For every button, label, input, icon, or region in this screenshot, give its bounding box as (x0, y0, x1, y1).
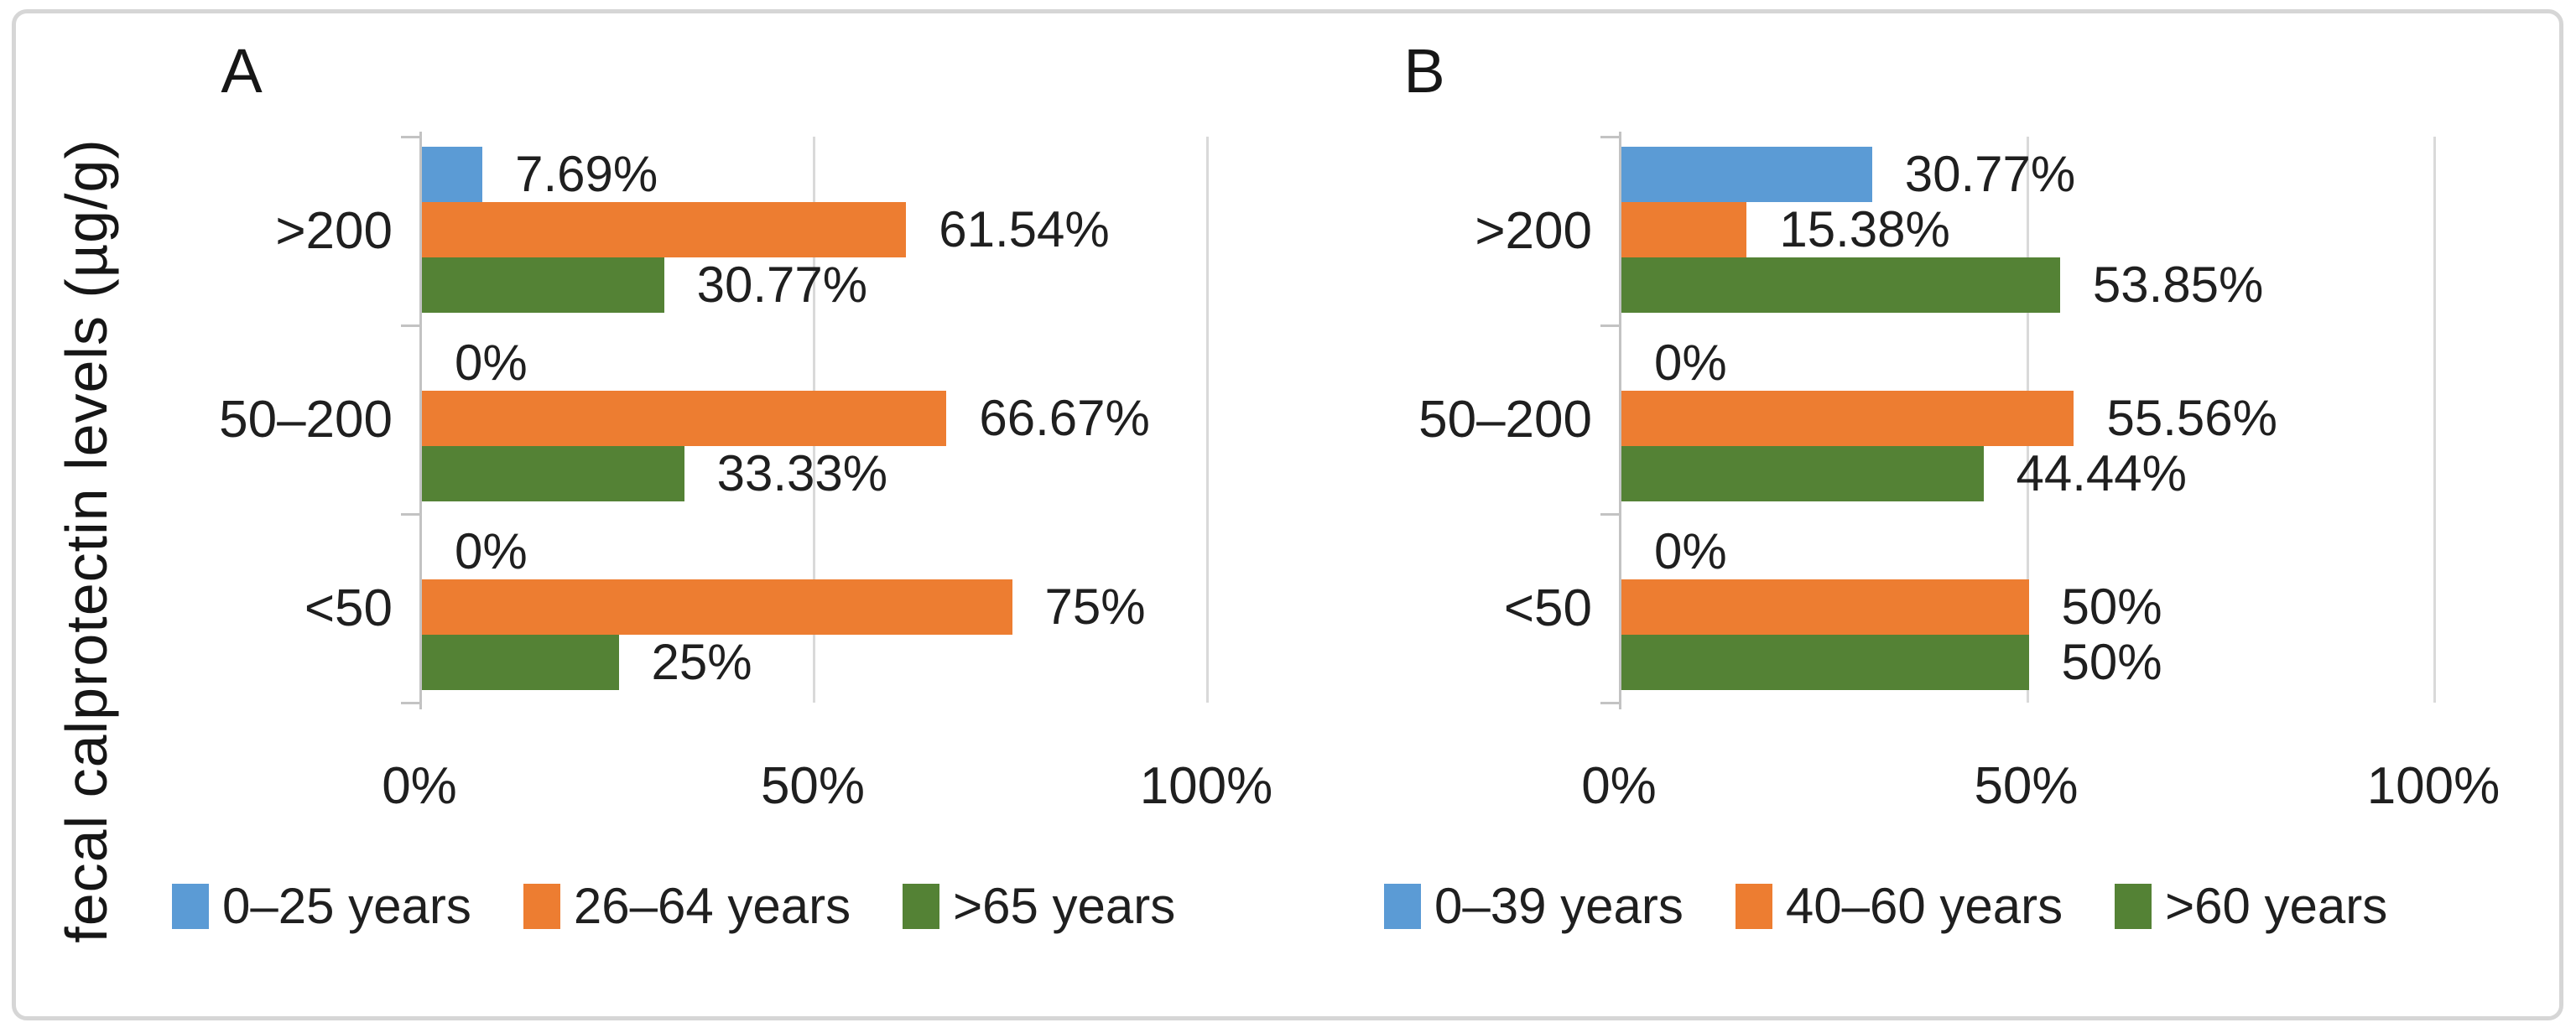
category-axis-tick (401, 324, 419, 327)
x-tick-label: 0% (382, 757, 457, 815)
legend-swatch-orange (523, 883, 560, 929)
bar-green (422, 257, 664, 313)
gridline-100% (2433, 137, 2436, 703)
bar-green (1621, 446, 1984, 501)
category-label: 50–200 (219, 390, 393, 449)
bar-green (422, 635, 619, 690)
bar-value-label: 61.54% (939, 201, 1110, 257)
category-label: >200 (1475, 201, 1592, 260)
bar-value-label: 50% (2061, 579, 2162, 635)
bar-value-label: 25% (651, 634, 752, 690)
legend-swatch-green (903, 883, 940, 929)
bar-value-label: 15.38% (1779, 201, 1950, 257)
category-axis-line (419, 132, 422, 709)
category-label: <50 (304, 579, 393, 637)
bar-blue (1621, 147, 1872, 202)
bar-value-label: 0% (455, 335, 528, 391)
bar-value-label: 0% (1654, 335, 1727, 391)
figure-border (12, 9, 2563, 1020)
panel-b-title: B (1403, 36, 1445, 106)
legend-item: >65 years (903, 877, 1175, 935)
bar-orange (422, 579, 1012, 635)
category-label: <50 (1503, 579, 1592, 637)
category-axis-line (1619, 132, 1621, 709)
category-label: 50–200 (1418, 390, 1592, 449)
legend-item: 0–39 years (1384, 877, 1684, 935)
category-axis-tick (1600, 136, 1619, 138)
legend-label: >60 years (2165, 878, 2388, 934)
legend-swatch-green (2115, 883, 2152, 929)
bar-value-label: 44.44% (2016, 445, 2188, 501)
bar-green (1621, 257, 2060, 313)
category-axis-tick (1600, 513, 1619, 516)
x-tick-label: 100% (2366, 757, 2501, 815)
legend-swatch-blue (172, 883, 209, 929)
bar-value-label: 7.69% (515, 146, 658, 202)
bar-orange (1621, 579, 2029, 635)
legend-label: 26–64 years (573, 878, 851, 934)
category-axis-tick (401, 702, 419, 704)
bar-orange (1621, 391, 2074, 446)
legend-swatch-blue (1384, 883, 1421, 929)
panel-b-legend: 0–39 years 40–60 years >60 years (1384, 877, 2387, 935)
bar-value-label: 33.33% (716, 445, 888, 501)
category-axis-tick (401, 513, 419, 516)
bar-value-label: 53.85% (2092, 257, 2264, 313)
x-tick-label: 0% (1581, 757, 1657, 815)
bar-orange (422, 202, 907, 257)
legend-label: 0–39 years (1434, 878, 1684, 934)
legend-label: 0–25 years (222, 878, 471, 934)
category-label: >200 (275, 201, 393, 260)
bar-value-label: 55.56% (2106, 390, 2277, 446)
x-tick-label: 50% (1974, 757, 2079, 815)
bar-value-label: 75% (1044, 579, 1146, 635)
legend-item: 0–25 years (172, 877, 471, 935)
legend-item: 40–60 years (1735, 877, 2063, 935)
gridline-100% (1206, 137, 1209, 703)
legend-label: >65 years (953, 878, 1176, 934)
bar-green (422, 446, 684, 501)
legend-label: 40–60 years (1785, 878, 2063, 934)
bar-value-label: 30.77% (696, 257, 868, 313)
bar-value-label: 0% (455, 523, 528, 579)
bar-value-label: 30.77% (1904, 146, 2076, 202)
legend-item: >60 years (2115, 877, 2387, 935)
category-axis-tick (1600, 702, 1619, 704)
category-axis-tick (401, 136, 419, 138)
x-tick-label: 100% (1139, 757, 1273, 815)
bar-green (1621, 635, 2029, 690)
bar-orange (422, 391, 947, 446)
bar-value-label: 0% (1654, 523, 1727, 579)
category-axis-tick (1600, 324, 1619, 327)
panel-a-title: A (221, 36, 263, 106)
legend-swatch-orange (1735, 883, 1772, 929)
x-tick-label: 50% (760, 757, 866, 815)
bar-blue (422, 147, 483, 202)
bar-value-label: 66.67% (979, 390, 1150, 446)
bar-orange (1621, 202, 1747, 257)
legend-item: 26–64 years (523, 877, 851, 935)
panel-a-legend: 0–25 years 26–64 years >65 years (172, 877, 1175, 935)
bar-value-label: 50% (2061, 634, 2162, 690)
